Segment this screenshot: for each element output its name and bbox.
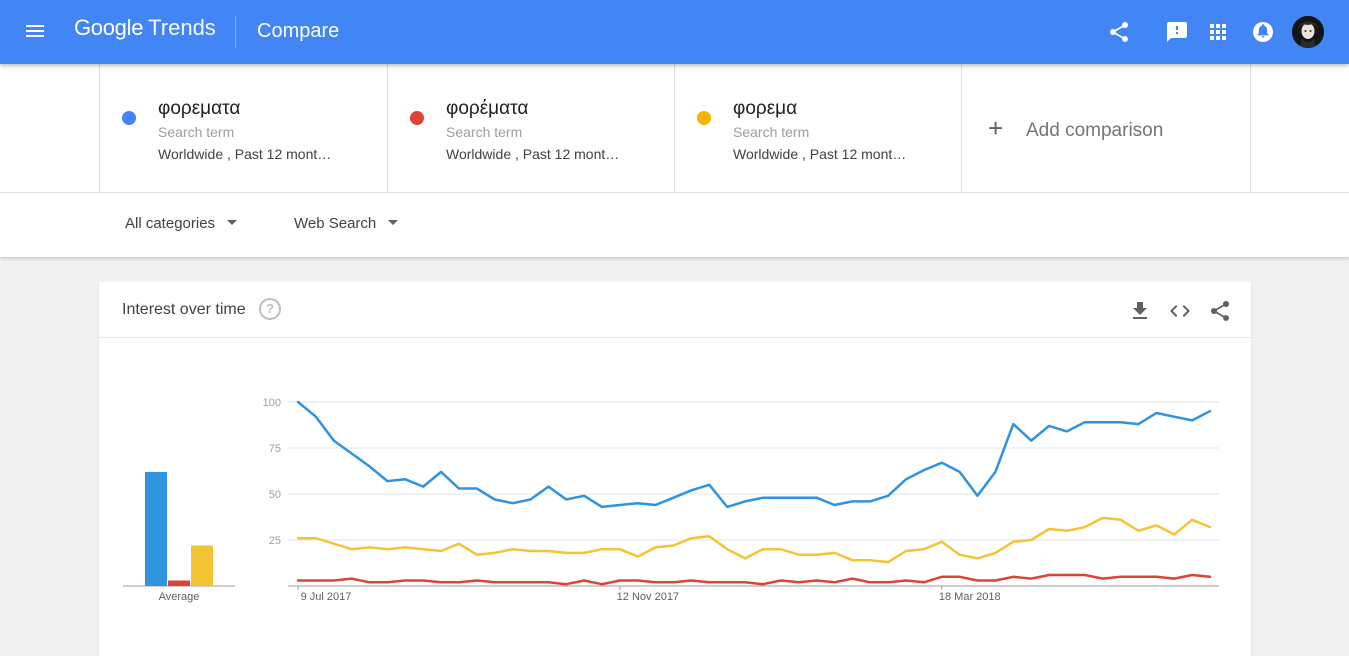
help-icon[interactable]: ? — [259, 298, 281, 320]
category-dropdown-value: All categories — [125, 215, 216, 232]
series-line-3 — [296, 516, 1212, 564]
interest-over-time-card: Interest over time ? 100 75 50 25 9 Jul 2017… — [99, 282, 1251, 656]
plus-icon: + — [988, 113, 1004, 143]
average-bar-2 — [168, 580, 190, 586]
add-comparison-label: Add comparison — [1026, 120, 1164, 141]
apps-grid-icon[interactable] — [1206, 20, 1230, 44]
y-tick-label: 50 — [269, 489, 281, 501]
compare-terms-strip: φορεματα Search term Worldwide , Past 12… — [0, 64, 1349, 193]
term-3-meta: Worldwide , Past 12 mont… — [733, 146, 907, 162]
download-icon[interactable] — [1128, 299, 1152, 323]
app-bar: Google Trends Compare — [0, 0, 1349, 64]
term-1-color-dot — [122, 111, 136, 125]
card-title: Interest over time — [122, 301, 246, 318]
term-3-color-dot — [697, 111, 711, 125]
card-header: Interest over time ? — [99, 282, 1251, 338]
share-icon[interactable] — [1208, 299, 1232, 323]
x-tick-label: 18 Mar 2018 — [939, 591, 1001, 603]
add-comparison-button[interactable]: + Add comparison — [961, 64, 1251, 192]
chevron-down-icon — [227, 219, 238, 225]
menu-icon[interactable] — [24, 21, 48, 43]
term-3-type: Search term — [733, 124, 810, 140]
search-type-dropdown[interactable]: Web Search — [294, 215, 399, 232]
term-card-2[interactable]: φορέματα Search term Worldwide , Past 12… — [387, 64, 675, 192]
y-tick-label: 25 — [269, 535, 281, 547]
account-avatar[interactable] — [1292, 16, 1324, 48]
term-2-type: Search term — [446, 124, 523, 140]
embed-code-icon[interactable] — [1168, 299, 1192, 323]
term-card-1[interactable]: φορεματα Search term Worldwide , Past 12… — [99, 64, 387, 192]
average-bar-3 — [191, 545, 213, 586]
term-2-meta: Worldwide , Past 12 mont… — [446, 146, 620, 162]
y-tick-label: 75 — [269, 443, 281, 455]
filter-bar: All categories Web Search — [0, 193, 1349, 257]
feedback-icon[interactable] — [1165, 20, 1189, 44]
page-title: Compare — [257, 20, 340, 42]
share-icon[interactable] — [1107, 20, 1131, 44]
category-dropdown[interactable]: All categories — [125, 215, 238, 232]
x-tick-label: 9 Jul 2017 — [301, 591, 352, 603]
term-2-color-dot — [410, 111, 424, 125]
series-line-1 — [296, 400, 1212, 509]
app-bar-divider — [235, 16, 236, 48]
search-type-dropdown-value: Web Search — [294, 215, 377, 232]
term-1-name: φορεματα — [158, 98, 241, 119]
logo-google-text: Google — [74, 15, 144, 40]
term-3-name: φορεμα — [733, 98, 798, 119]
series-line-2 — [296, 573, 1212, 586]
term-1-type: Search term — [158, 124, 235, 140]
y-tick-label: 100 — [263, 397, 281, 409]
x-tick-label: 12 Nov 2017 — [617, 591, 679, 603]
notifications-icon[interactable] — [1251, 20, 1275, 44]
chevron-down-icon — [388, 219, 399, 225]
logo-trends-text: Trends — [148, 15, 216, 40]
interest-over-time-chart[interactable]: 100 75 50 25 9 Jul 2017 12 Nov 2017 18 Mar 201… — [99, 282, 1251, 656]
term-1-meta: Worldwide , Past 12 mont… — [158, 146, 332, 162]
google-trends-logo[interactable]: Google Trends — [74, 15, 216, 45]
term-card-3[interactable]: φορεμα Search term Worldwide , Past 12 m… — [674, 64, 962, 192]
term-2-name: φορέματα — [446, 98, 529, 119]
average-bar-1 — [145, 471, 167, 586]
average-label: Average — [159, 591, 200, 603]
